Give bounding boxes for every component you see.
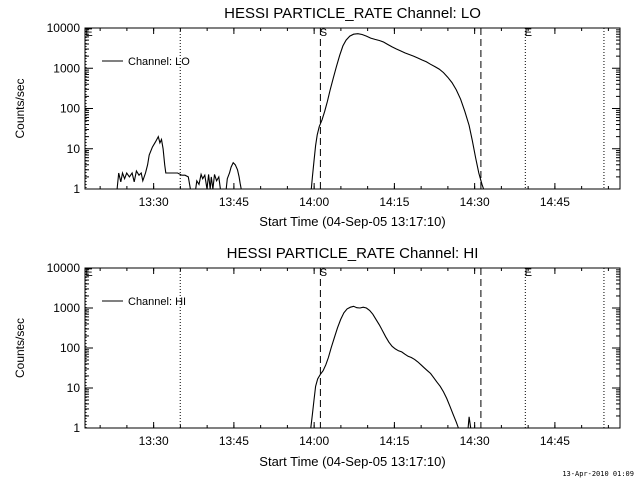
y-tick-label: 1000 xyxy=(53,301,80,315)
y-tick-label: 1000 xyxy=(53,61,80,75)
chart-hi-channel: HESSI PARTICLE_RATE Channel: HI 13:30 13:4… xyxy=(13,245,621,469)
x-tick-label: 14:15 xyxy=(379,195,409,209)
series-line-segment xyxy=(195,172,221,190)
x-tick-label: 13:45 xyxy=(219,195,249,209)
x-tick-label: 13:30 xyxy=(139,434,169,448)
x-tick-label: 14:45 xyxy=(540,195,570,209)
legend-entry: Channel: LO xyxy=(128,56,190,68)
x-tick-label: 14:00 xyxy=(299,434,329,448)
event-marker-label: E xyxy=(525,267,532,279)
chart-title: HESSI PARTICLE_RATE Channel: LO xyxy=(224,5,481,22)
event-marker-label: E xyxy=(85,27,92,39)
y-tick-label: 100 xyxy=(60,102,80,116)
x-tick-label: 13:30 xyxy=(139,195,169,209)
y-tick-label: 1 xyxy=(73,421,80,435)
x-tick-label: 14:30 xyxy=(460,434,490,448)
y-tick-label: 10 xyxy=(67,381,81,395)
x-tick-label: 14:45 xyxy=(540,434,570,448)
y-tick-label: 10000 xyxy=(47,21,81,35)
series-line-segment xyxy=(310,33,485,190)
timestamp-footer: 13-Apr-2010 01:09 xyxy=(562,470,634,478)
y-tick-label: 100 xyxy=(60,341,80,355)
legend-entry: Channel: HI xyxy=(128,296,186,308)
event-marker-label: E xyxy=(525,27,532,39)
x-axis-label: Start Time (04-Sep-05 13:17:10) xyxy=(259,214,445,229)
y-tick-label: 10000 xyxy=(47,261,81,275)
x-axis-label: Start Time (04-Sep-05 13:17:10) xyxy=(259,454,445,469)
y-axis-label: Counts/sec xyxy=(13,78,27,138)
series-line-segment xyxy=(225,161,242,190)
event-marker-label: S xyxy=(320,27,327,39)
event-marker-label: E xyxy=(85,267,92,279)
chart-title: HESSI PARTICLE_RATE Channel: HI xyxy=(227,245,479,262)
x-tick-label: 14:30 xyxy=(460,195,490,209)
x-tick-label: 14:00 xyxy=(299,195,329,209)
y-tick-label: 1 xyxy=(73,182,80,196)
chart-lo-channel: HESSI PARTICLE_RATE Channel: LO 13:30 13:4… xyxy=(13,5,621,229)
x-tick-label: 13:45 xyxy=(219,434,249,448)
plot-frame xyxy=(84,267,621,429)
series-line-segment xyxy=(467,416,472,429)
x-tick-label: 14:15 xyxy=(379,434,409,448)
y-tick-label: 10 xyxy=(67,142,81,156)
series-line-segment xyxy=(116,135,191,190)
y-axis-label: Counts/sec xyxy=(13,318,27,378)
event-marker-label: S xyxy=(320,267,327,279)
series-line-segment xyxy=(310,305,459,429)
